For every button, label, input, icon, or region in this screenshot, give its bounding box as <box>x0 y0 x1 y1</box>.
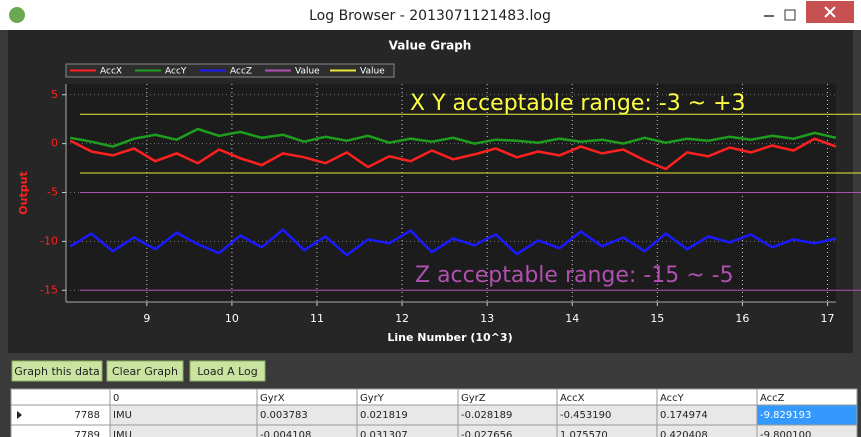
table-cell-text: 0.031307 <box>360 430 408 437</box>
row-id: 7788 <box>75 410 100 421</box>
window-title: Log Browser - 2013071121483.log <box>309 8 551 24</box>
button[interactable] <box>106 360 184 382</box>
button-label[interactable]: Load A Log <box>197 365 258 378</box>
table-header: GyrY <box>360 393 385 404</box>
maximize-button[interactable] <box>784 9 796 21</box>
button-label[interactable]: Clear Graph <box>112 365 178 378</box>
table-cell[interactable] <box>109 424 258 437</box>
y-axis-label: Output <box>17 171 30 214</box>
table-cell-text: -0.028189 <box>461 410 512 421</box>
table-header: GyrX <box>260 393 285 404</box>
series-line <box>70 127 837 148</box>
table-cell[interactable] <box>756 424 858 437</box>
chart-title: Value Graph <box>389 39 472 53</box>
x-tick-label: 11 <box>310 312 324 325</box>
legend-label: AccY <box>165 67 187 77</box>
x-tick-label: 9 <box>143 312 150 325</box>
table-cell-text: -0.004108 <box>260 430 311 437</box>
title-bar <box>0 0 861 30</box>
legend-label: Value <box>360 67 385 77</box>
table-cell-text: 0.021819 <box>360 410 408 421</box>
table-header-cell <box>109 388 258 406</box>
table-cell-text: -0.027656 <box>461 430 512 437</box>
table-header-cell <box>10 388 111 406</box>
y-tick-label: 5 <box>51 88 58 101</box>
button[interactable] <box>11 360 103 382</box>
legend-label: Value <box>295 67 320 77</box>
table-cell-text: 0.003783 <box>260 410 308 421</box>
button-label[interactable]: Graph this data <box>14 365 100 378</box>
x-tick-label: 14 <box>565 312 579 325</box>
y-tick-label: -5 <box>47 186 58 199</box>
x-tick-label: 15 <box>650 312 664 325</box>
legend-box <box>65 63 395 78</box>
x-tick-label: 12 <box>395 312 409 325</box>
plot: -15 -10 -5 0 5 9 10 11 12 13 14 15 16 17 X Y acceptabl… <box>40 63 861 325</box>
table-cell-text: -9.829193 <box>760 410 811 421</box>
x-tick-label: 13 <box>480 312 494 325</box>
close-icon <box>824 6 836 18</box>
table-header: GyrZ <box>461 393 486 404</box>
controls: Graph this data Clear Graph Load A Log 0 Gyr… <box>10 360 858 437</box>
table-header: AccY <box>660 393 685 404</box>
table-cell-text: IMU <box>113 430 132 437</box>
annotation: X Y acceptable range: -3 ~ +3 <box>410 91 746 116</box>
x-tick-label: 10 <box>225 312 239 325</box>
legend-label: AccX <box>100 67 122 77</box>
series-line <box>69 137 837 171</box>
table-header: 0 <box>113 393 119 404</box>
table-cell-text: 0.174974 <box>660 410 708 421</box>
y-tick-label: -10 <box>40 234 58 247</box>
table-cell-text: 1.075570 <box>560 430 608 437</box>
table-cell[interactable] <box>109 404 258 426</box>
legend-label: AccZ <box>230 67 252 77</box>
row-id: 7789 <box>75 430 100 437</box>
x-axis-label: Line Number (10^3) <box>387 331 512 344</box>
y-tick-label: -15 <box>40 283 58 296</box>
x-tick-label: 17 <box>820 312 834 325</box>
row-indicator <box>17 411 22 419</box>
button[interactable] <box>189 360 266 382</box>
y-tick-label: 0 <box>51 137 58 150</box>
app-icon <box>9 7 25 23</box>
table-cell-text: IMU <box>113 410 132 421</box>
table-header: AccX <box>560 393 585 404</box>
table-cell-text: -9.800100 <box>760 430 811 437</box>
annotation: Z acceptable range: -15 ~ -5 <box>415 263 734 288</box>
x-tick-label: 16 <box>735 312 749 325</box>
table-cell-text: 0.420408 <box>660 430 708 437</box>
table-cell-text: -0.453190 <box>560 410 611 421</box>
table-header: AccZ <box>760 393 785 404</box>
series-line <box>69 228 837 257</box>
